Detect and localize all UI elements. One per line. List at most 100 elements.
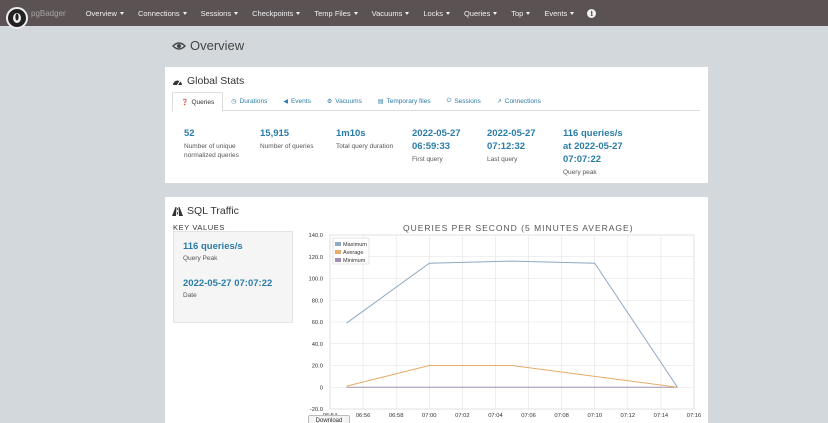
bullhorn-icon: ◀: [283, 99, 288, 105]
kv-date-label: Date: [183, 292, 197, 299]
tab-label: Queries: [191, 98, 215, 106]
nav-locks[interactable]: Locks: [416, 0, 457, 26]
stat-value: 2022-05-27 07:12:32: [487, 128, 536, 152]
tab-connections[interactable]: ↗ Connections: [489, 92, 549, 111]
tab-vacuums[interactable]: ⚙ Vacuums: [319, 92, 370, 111]
stat-first-query: 2022-05-27 06:59:33 First query: [412, 127, 472, 164]
kv-query-peak-label: Query Peak: [183, 255, 218, 262]
stat-number-of-queries: 15,915 Number of queries: [260, 127, 330, 151]
x-tick-label: 07:16: [687, 413, 702, 419]
x-tick-label: 07:04: [488, 413, 503, 419]
info-icon[interactable]: i: [587, 8, 597, 18]
y-tick-label: 60.0: [312, 320, 323, 326]
global-stats-tabs: ❓ Queries ◷ Durations ◀ Events ⚙ Vacuums ▤ Te…: [172, 92, 700, 112]
nav-label: Connections: [137, 8, 180, 18]
nav-overview[interactable]: Overview: [79, 0, 131, 26]
x-tick-label: 06:58: [389, 413, 404, 419]
road-icon: [172, 206, 183, 216]
file-icon: ▤: [377, 99, 384, 105]
legend-swatch: [335, 250, 341, 254]
tab-label: Durations: [239, 98, 268, 105]
nav-checkpoints[interactable]: Checkpoints: [245, 0, 307, 26]
nav-events[interactable]: Events: [537, 0, 581, 26]
nav-label: Queries: [463, 8, 491, 18]
legend-label: Minimum: [343, 258, 366, 264]
clock-icon: ◷: [231, 99, 237, 105]
queries-per-second-chart: 06:5406:5606:5807:0007:0207:0407:0607:08…: [308, 233, 702, 419]
sql-traffic-title: SQL Traffic: [187, 205, 239, 217]
nav-label: Locks: [423, 8, 443, 18]
sql-traffic-heading: SQL Traffic: [172, 205, 239, 217]
kv-date-value: 2022-05-27 07:07:22: [183, 278, 273, 289]
stat-total-duration: 1m10s Total query duration: [336, 127, 411, 151]
y-tick-label: -20.0: [310, 407, 323, 413]
caret-down-icon: [493, 11, 498, 15]
x-tick-label: 07:00: [422, 413, 437, 419]
stat-unique-queries: 52 Number of unique normalized queries: [184, 127, 254, 160]
key-values-box: 116 queries/s Query Peak 2022-05-27 07:0…: [173, 231, 293, 323]
tab-queries[interactable]: ❓ Queries: [172, 92, 224, 112]
y-tick-label: 100.0: [308, 277, 323, 283]
page-title-text: Overview: [190, 38, 245, 53]
nav-label: Events: [544, 8, 568, 18]
caret-down-icon: [296, 11, 301, 15]
nav-label: Vacuums: [371, 8, 403, 18]
tab-label: Connections: [504, 98, 541, 105]
chart-title: QUERIES PER SECOND (5 MINUTES AVERAGE): [403, 223, 634, 233]
stat-value: 52: [184, 128, 195, 139]
caret-down-icon: [119, 11, 124, 15]
tab-label: Vacuums: [335, 98, 362, 105]
nav-top[interactable]: Top: [504, 0, 537, 26]
caret-down-icon: [405, 11, 410, 15]
stat-value: 2022-05-27 06:59:33: [412, 128, 461, 152]
power-icon: ⏻: [446, 98, 452, 104]
tab-temporary-files[interactable]: ▤ Temporary files: [370, 92, 439, 111]
stat-label: Number of queries: [260, 143, 314, 150]
page-title: Overview: [172, 38, 244, 53]
tab-durations[interactable]: ◷ Durations: [223, 92, 275, 111]
nav-label: Overview: [85, 8, 117, 18]
series-line-maximum: [346, 260, 678, 388]
legend-label: Maximum: [343, 242, 367, 248]
nav-vacuums[interactable]: Vacuums: [365, 0, 417, 26]
stat-label: First query: [412, 156, 443, 163]
tab-events[interactable]: ◀ Events: [275, 92, 319, 111]
caret-down-icon: [570, 11, 575, 15]
x-tick-label: 06:56: [356, 413, 371, 419]
stat-query-peak: 116 queries/s at 2022-05-27 07:07:22 Que…: [563, 127, 633, 177]
download-button[interactable]: Download: [308, 415, 350, 423]
navbar: pgBadger Overview Connections Sessions C…: [0, 0, 828, 29]
x-tick-label: 07:08: [554, 413, 569, 419]
nav-label: Sessions: [200, 8, 232, 18]
stat-value: 1m10s: [336, 128, 366, 139]
nav-label: Checkpoints: [252, 8, 294, 18]
kv-query-peak-value: 116 queries/s: [183, 241, 243, 252]
y-tick-label: 40.0: [312, 342, 323, 348]
legend-swatch: [335, 258, 341, 262]
x-tick-label: 07:12: [621, 413, 636, 419]
stat-label: Query peak: [563, 169, 597, 176]
series-line-average: [346, 365, 678, 388]
x-tick-label: 07:02: [455, 413, 470, 419]
caret-down-icon: [353, 11, 358, 15]
nav-connections[interactable]: Connections: [131, 0, 194, 26]
caret-down-icon: [445, 11, 450, 15]
legend-label: Average: [343, 250, 363, 256]
tab-sessions[interactable]: ⏻ Sessions: [439, 92, 489, 111]
cogs-icon: ⚙: [326, 99, 333, 105]
nav-label: Temp Files: [314, 8, 351, 18]
eye-icon: [172, 41, 186, 50]
tab-label: Events: [290, 98, 311, 105]
brand[interactable]: pgBadger: [0, 0, 66, 29]
stat-last-query: 2022-05-27 07:12:32 Last query: [487, 127, 547, 164]
global-stats-title: Global Stats: [187, 75, 245, 87]
global-stats-heading: Global Stats: [172, 75, 244, 87]
x-tick-label: 07:10: [587, 413, 602, 419]
nav-sessions[interactable]: Sessions: [194, 0, 245, 26]
nav-queries[interactable]: Queries: [457, 0, 504, 26]
x-tick-label: 07:06: [521, 413, 536, 419]
stat-value: 116 queries/s at 2022-05-27 07:07:22: [563, 128, 623, 165]
legend-swatch: [335, 242, 341, 246]
nav-temp-files[interactable]: Temp Files: [307, 0, 364, 26]
pgbadger-logo: [6, 7, 28, 29]
